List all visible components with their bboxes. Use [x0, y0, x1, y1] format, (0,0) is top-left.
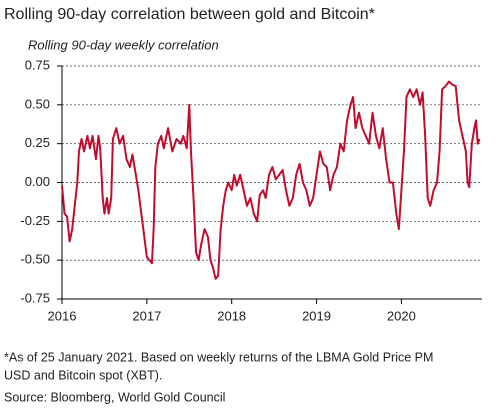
chart-title: Rolling 90-day correlation between gold … — [4, 6, 375, 23]
source: Source: Bloomberg, World Gold Council — [4, 390, 225, 404]
x-tick-label: 2016 — [48, 308, 77, 323]
footnote: USD and Bitcoin spot (XBT). — [4, 368, 162, 382]
footnote: *As of 25 January 2021. Based on weekly … — [4, 350, 433, 364]
y-tick-label: 0.00 — [25, 174, 50, 189]
y-tick-label: 0.25 — [25, 135, 50, 150]
x-tick-label: 2018 — [217, 308, 246, 323]
x-tick-label: 2017 — [132, 308, 161, 323]
y-tick-label: -0.50 — [20, 252, 50, 267]
y-tick-label: 0.75 — [25, 57, 50, 72]
y-tick-label: -0.75 — [20, 290, 50, 305]
x-tick-label: 2019 — [302, 308, 331, 323]
chart-subtitle: Rolling 90-day weekly correlation — [28, 37, 219, 52]
x-tick-label: 2020 — [387, 308, 416, 323]
y-tick-label: 0.50 — [25, 96, 50, 111]
data-line — [61, 80, 481, 280]
y-tick-label: -0.25 — [20, 213, 50, 228]
